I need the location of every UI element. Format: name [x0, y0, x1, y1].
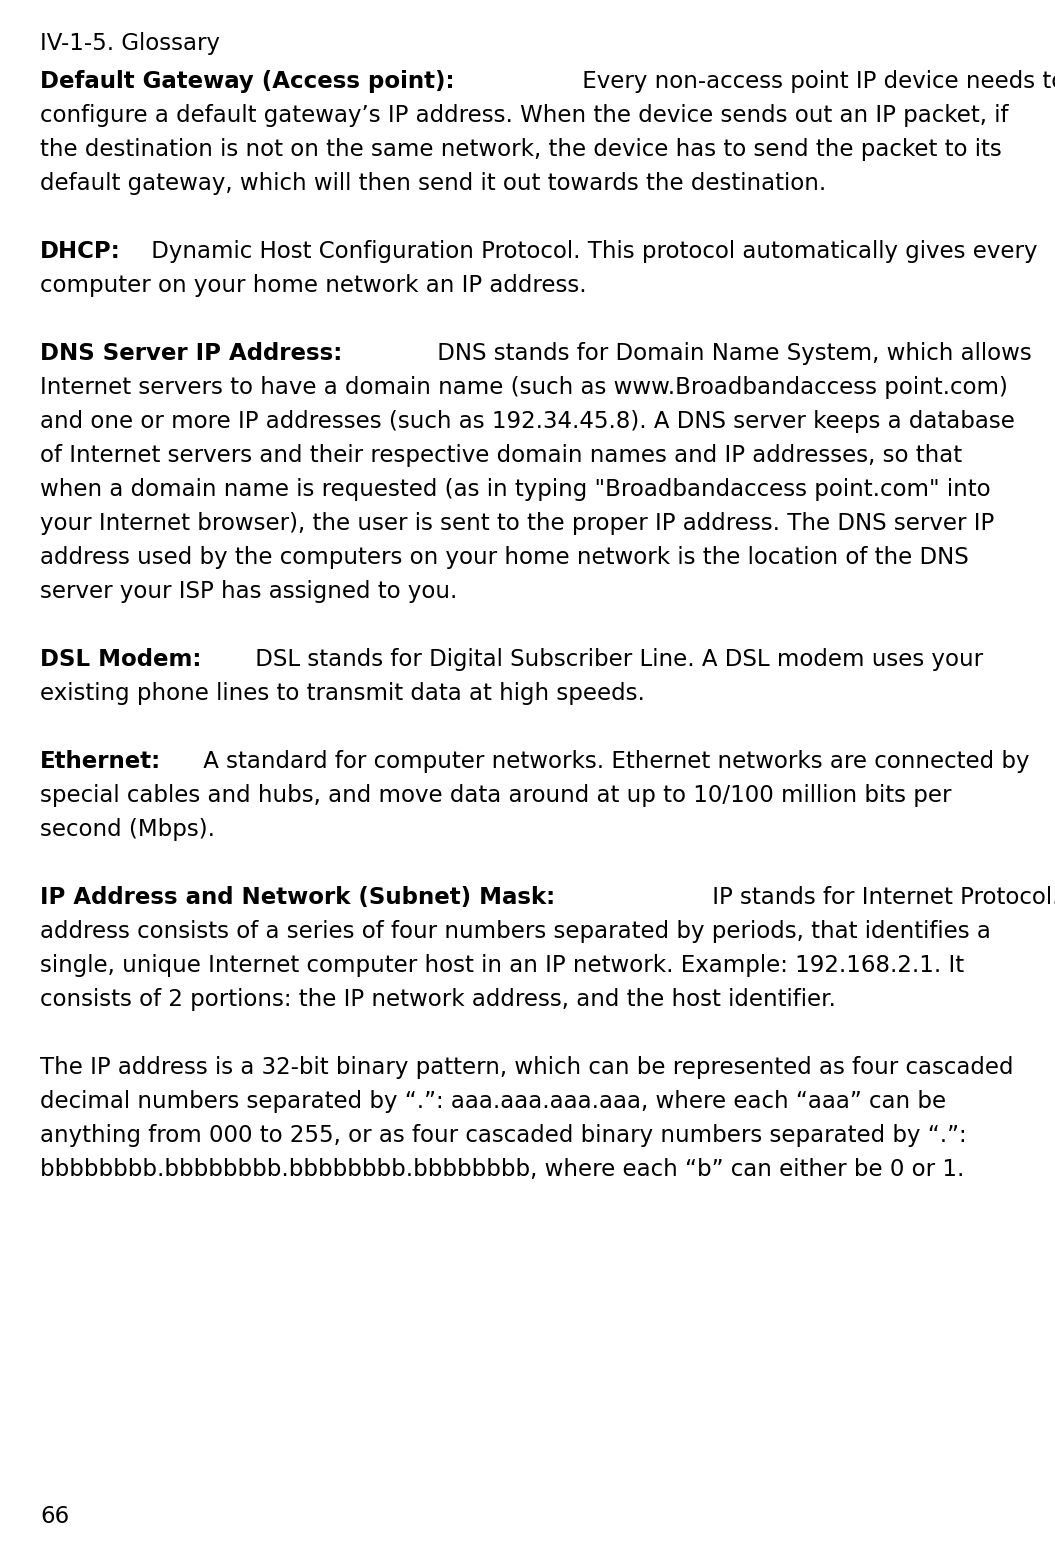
Text: IP stands for Internet Protocol. An IP: IP stands for Internet Protocol. An IP [705, 886, 1055, 909]
Text: server your ISP has assigned to you.: server your ISP has assigned to you. [40, 579, 458, 603]
Text: 66: 66 [40, 1506, 70, 1529]
Text: A standard for computer networks. Ethernet networks are connected by: A standard for computer networks. Ethern… [196, 750, 1030, 774]
Text: second (Mbps).: second (Mbps). [40, 818, 215, 841]
Text: DNS Server IP Address:: DNS Server IP Address: [40, 342, 342, 365]
Text: Every non-access point IP device needs to: Every non-access point IP device needs t… [575, 69, 1055, 92]
Text: The IP address is a 32-bit binary pattern, which can be represented as four casc: The IP address is a 32-bit binary patter… [40, 1056, 1014, 1079]
Text: Dynamic Host Configuration Protocol. This protocol automatically gives every: Dynamic Host Configuration Protocol. Thi… [145, 240, 1038, 264]
Text: Default Gateway (Access point):: Default Gateway (Access point): [40, 69, 455, 92]
Text: consists of 2 portions: the IP network address, and the host identifier.: consists of 2 portions: the IP network a… [40, 988, 836, 1011]
Text: and one or more IP addresses (such as 192.34.45.8). A DNS server keeps a databas: and one or more IP addresses (such as 19… [40, 410, 1015, 433]
Text: when a domain name is requested (as in typing "Broadbandaccess point.com" into: when a domain name is requested (as in t… [40, 478, 991, 501]
Text: DSL stands for Digital Subscriber Line. A DSL modem uses your: DSL stands for Digital Subscriber Line. … [248, 649, 983, 670]
Text: existing phone lines to transmit data at high speeds.: existing phone lines to transmit data at… [40, 683, 645, 704]
Text: IP Address and Network (Subnet) Mask:: IP Address and Network (Subnet) Mask: [40, 886, 555, 909]
Text: address consists of a series of four numbers separated by periods, that identifi: address consists of a series of four num… [40, 920, 991, 943]
Text: address used by the computers on your home network is the location of the DNS: address used by the computers on your ho… [40, 546, 968, 569]
Text: DSL Modem:: DSL Modem: [40, 649, 202, 670]
Text: decimal numbers separated by “.”: aaa.aaa.aaa.aaa, where each “aaa” can be: decimal numbers separated by “.”: aaa.aa… [40, 1089, 946, 1113]
Text: your Internet browser), the user is sent to the proper IP address. The DNS serve: your Internet browser), the user is sent… [40, 512, 994, 535]
Text: configure a default gateway’s IP address. When the device sends out an IP packet: configure a default gateway’s IP address… [40, 103, 1009, 126]
Text: anything from 000 to 255, or as four cascaded binary numbers separated by “.”:: anything from 000 to 255, or as four cas… [40, 1123, 966, 1147]
Text: Ethernet:: Ethernet: [40, 750, 161, 774]
Text: of Internet servers and their respective domain names and IP addresses, so that: of Internet servers and their respective… [40, 444, 962, 467]
Text: special cables and hubs, and move data around at up to 10/100 million bits per: special cables and hubs, and move data a… [40, 784, 952, 807]
Text: the destination is not on the same network, the device has to send the packet to: the destination is not on the same netwo… [40, 139, 1002, 160]
Text: DHCP:: DHCP: [40, 240, 120, 264]
Text: Internet servers to have a domain name (such as www.Broadbandaccess point.com): Internet servers to have a domain name (… [40, 376, 1008, 399]
Text: default gateway, which will then send it out towards the destination.: default gateway, which will then send it… [40, 173, 826, 196]
Text: computer on your home network an IP address.: computer on your home network an IP addr… [40, 274, 587, 297]
Text: bbbbbbbb.bbbbbbbb.bbbbbbbb.bbbbbbbb, where each “b” can either be 0 or 1.: bbbbbbbb.bbbbbbbb.bbbbbbbb.bbbbbbbb, whe… [40, 1157, 964, 1180]
Text: IV-1-5. Glossary: IV-1-5. Glossary [40, 32, 220, 55]
Text: single, unique Internet computer host in an IP network. Example: 192.168.2.1. It: single, unique Internet computer host in… [40, 954, 964, 977]
Text: DNS stands for Domain Name System, which allows: DNS stands for Domain Name System, which… [430, 342, 1032, 365]
